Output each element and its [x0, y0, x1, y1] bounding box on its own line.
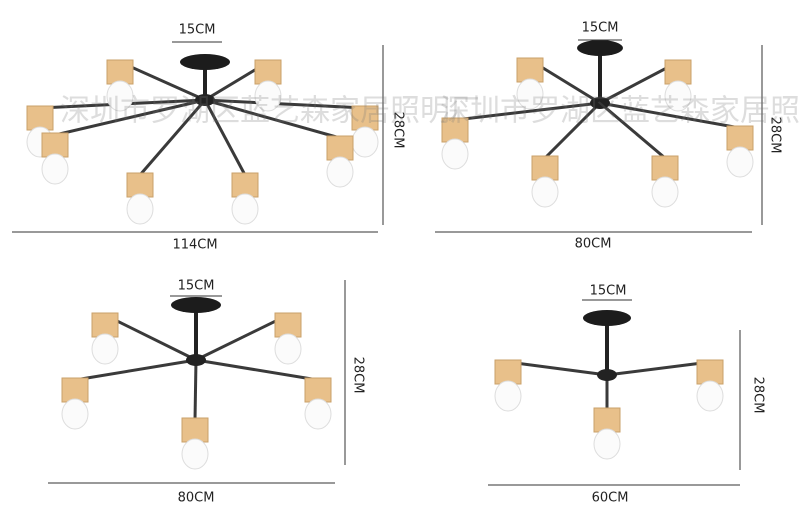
arm [204, 98, 341, 140]
wood-socket [274, 312, 302, 338]
arm [195, 358, 319, 382]
bulb [664, 80, 692, 112]
canopy [171, 297, 221, 313]
dimension-label: 80CM [575, 237, 612, 252]
wood-socket [664, 59, 692, 85]
bulb [351, 126, 379, 158]
bulb [41, 153, 69, 185]
wood-socket [494, 359, 522, 385]
hub [590, 97, 610, 109]
wood-socket [41, 132, 69, 158]
wood-socket [531, 155, 559, 181]
bulb [304, 398, 332, 430]
wood-socket [304, 377, 332, 403]
arm [54, 98, 206, 137]
bulb [726, 146, 754, 178]
bulb [181, 438, 209, 470]
arm [599, 101, 741, 130]
bulb [91, 333, 119, 365]
dimension-label: 15CM [590, 284, 627, 299]
wood-socket [26, 105, 54, 131]
bulb [696, 380, 724, 412]
dimension-label: 114CM [172, 238, 217, 253]
dimension-label: 15CM [582, 21, 619, 36]
canopy [180, 54, 230, 70]
wood-socket [106, 59, 134, 85]
arm [203, 99, 247, 176]
arm [204, 98, 366, 110]
bulb [516, 78, 544, 110]
bulb [126, 193, 154, 225]
dimension-label: 60CM [592, 491, 629, 506]
bulb [593, 428, 621, 460]
arm [454, 101, 601, 122]
bulb [231, 193, 259, 225]
arm [119, 60, 206, 102]
wood-socket [181, 417, 209, 443]
dimension-label: 15CM [178, 279, 215, 294]
bulb [106, 80, 134, 112]
wood-socket [696, 359, 724, 385]
canopy [583, 310, 631, 326]
hub [186, 354, 206, 366]
hub [195, 94, 215, 106]
arm [74, 358, 197, 382]
hub [597, 369, 617, 381]
wood-socket [516, 57, 544, 83]
dimension-label: 15CM [179, 23, 216, 38]
arm [507, 360, 608, 377]
arm [104, 313, 197, 362]
bulb [441, 138, 469, 170]
wood-socket [326, 135, 354, 161]
wood-socket [593, 407, 621, 433]
bulb [494, 380, 522, 412]
bulb [531, 176, 559, 208]
arm [193, 359, 198, 421]
watermark: 深圳市罗湖区蓝艺森家居照明厂 [440, 94, 800, 129]
wood-socket [351, 105, 379, 131]
watermark: 深圳市罗湖区蓝艺森家居照明厂 [60, 94, 480, 129]
arm [138, 99, 207, 176]
wood-socket [91, 312, 119, 338]
arm [543, 101, 602, 160]
arm [599, 101, 666, 160]
dimension-label: 28CM [751, 377, 766, 414]
dimension-label: 28CM [391, 112, 406, 149]
arm [195, 313, 289, 362]
bulb [274, 333, 302, 365]
arm [606, 360, 711, 377]
wood-socket [651, 155, 679, 181]
dimension-label: 80CM [178, 491, 215, 506]
wood-socket [231, 172, 259, 198]
wood-socket [254, 59, 282, 85]
wood-socket [126, 172, 154, 198]
wood-socket [61, 377, 89, 403]
bulb [61, 398, 89, 430]
dimension-label: 28CM [351, 357, 366, 394]
wood-socket [726, 125, 754, 151]
dimension-label: 28CM [768, 117, 783, 154]
bulb [326, 156, 354, 188]
canopy [577, 40, 623, 56]
bulb [651, 176, 679, 208]
bulb [254, 80, 282, 112]
